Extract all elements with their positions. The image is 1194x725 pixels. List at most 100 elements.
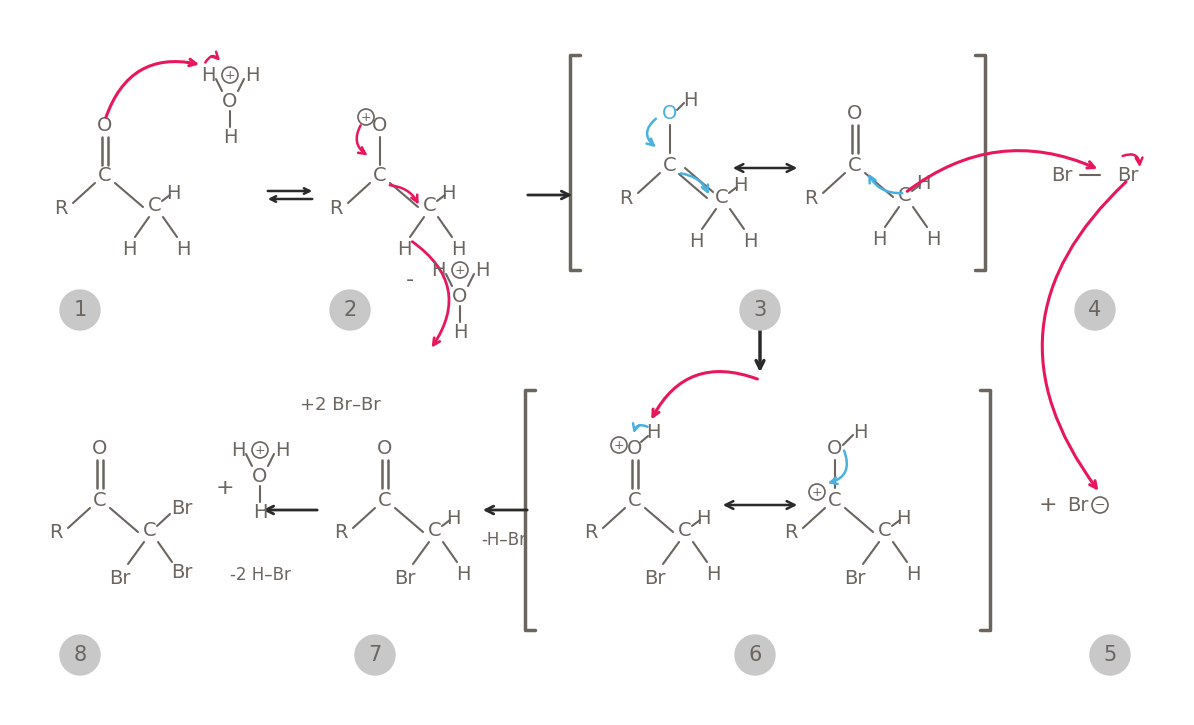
Text: R: R: [805, 188, 818, 207]
Text: +: +: [812, 486, 823, 499]
Text: H: H: [223, 128, 238, 146]
Text: Br: Br: [171, 563, 192, 581]
Text: C: C: [93, 491, 106, 510]
Text: 4: 4: [1089, 300, 1102, 320]
Text: H: H: [706, 565, 720, 584]
Circle shape: [355, 635, 395, 675]
Text: +: +: [361, 110, 371, 123]
Text: C: C: [879, 521, 892, 539]
Text: H: H: [441, 183, 455, 202]
Text: H: H: [733, 175, 747, 194]
Text: Br: Br: [109, 568, 131, 587]
Text: Br: Br: [645, 568, 666, 587]
Text: Br: Br: [844, 568, 866, 587]
Text: O: O: [663, 104, 678, 123]
Text: H: H: [445, 508, 460, 528]
Text: H: H: [925, 230, 940, 249]
Text: −: −: [1095, 499, 1106, 512]
Text: +: +: [1039, 495, 1058, 515]
Text: 1: 1: [73, 300, 87, 320]
Text: H: H: [176, 239, 190, 259]
Text: C: C: [143, 521, 156, 539]
Text: H: H: [201, 65, 215, 85]
Circle shape: [1075, 290, 1115, 330]
Text: C: C: [628, 491, 642, 510]
Text: R: R: [54, 199, 68, 217]
Text: H: H: [245, 65, 259, 85]
Text: H: H: [451, 239, 466, 259]
Circle shape: [736, 635, 775, 675]
Text: R: R: [584, 523, 598, 542]
Text: C: C: [148, 196, 162, 215]
Text: H: H: [743, 231, 757, 251]
Text: O: O: [222, 91, 238, 110]
Text: H: H: [475, 260, 490, 280]
Text: C: C: [829, 491, 842, 510]
Text: H: H: [122, 239, 136, 259]
Text: O: O: [453, 286, 468, 305]
Text: H: H: [872, 230, 886, 249]
Text: O: O: [848, 104, 863, 123]
Text: Br: Br: [171, 499, 192, 518]
Text: C: C: [98, 165, 112, 184]
Text: H: H: [696, 508, 710, 528]
Circle shape: [1090, 635, 1130, 675]
Text: Br: Br: [1051, 165, 1072, 184]
Text: O: O: [827, 439, 843, 457]
Text: H: H: [230, 441, 245, 460]
Text: H: H: [906, 565, 921, 584]
Text: C: C: [715, 188, 728, 207]
Text: C: C: [378, 491, 392, 510]
Circle shape: [330, 290, 370, 330]
Circle shape: [740, 290, 780, 330]
Text: +: +: [216, 478, 234, 498]
Text: -: -: [406, 270, 414, 290]
Text: -2 H–Br: -2 H–Br: [229, 566, 290, 584]
Text: 2: 2: [344, 300, 357, 320]
Text: Br: Br: [1067, 495, 1089, 515]
Text: H: H: [896, 508, 910, 528]
Text: -H–Br: -H–Br: [481, 531, 527, 549]
Text: R: R: [334, 523, 347, 542]
Text: +: +: [614, 439, 624, 452]
Text: H: H: [396, 239, 411, 259]
Text: O: O: [92, 439, 107, 457]
Text: H: H: [456, 565, 470, 584]
Text: C: C: [663, 155, 677, 175]
Text: H: H: [853, 423, 867, 442]
Text: O: O: [377, 439, 393, 457]
Text: H: H: [166, 183, 180, 202]
Text: 5: 5: [1103, 645, 1116, 665]
Text: C: C: [678, 521, 691, 539]
Text: C: C: [898, 186, 912, 204]
Text: R: R: [620, 188, 633, 207]
Text: +: +: [254, 444, 265, 457]
Text: 7: 7: [369, 645, 382, 665]
Text: H: H: [275, 441, 289, 460]
Text: 3: 3: [753, 300, 767, 320]
Text: +2 Br–Br: +2 Br–Br: [300, 396, 381, 414]
Text: R: R: [784, 523, 798, 542]
Text: O: O: [98, 115, 112, 135]
Text: H: H: [683, 91, 697, 109]
Text: Br: Br: [1118, 165, 1139, 184]
Circle shape: [60, 635, 100, 675]
Text: C: C: [374, 165, 387, 184]
Text: H: H: [916, 173, 930, 193]
Text: R: R: [330, 199, 343, 217]
Text: C: C: [423, 196, 437, 215]
Circle shape: [60, 290, 100, 330]
Text: O: O: [627, 439, 642, 457]
Text: 6: 6: [749, 645, 762, 665]
Text: H: H: [453, 323, 467, 341]
Text: H: H: [689, 231, 703, 251]
Text: H: H: [431, 260, 445, 280]
Text: R: R: [49, 523, 63, 542]
Text: C: C: [429, 521, 442, 539]
Text: 8: 8: [74, 645, 86, 665]
Text: H: H: [253, 502, 267, 521]
Text: C: C: [848, 155, 862, 175]
Text: O: O: [252, 466, 267, 486]
Text: +: +: [455, 263, 466, 276]
Text: H: H: [646, 423, 660, 442]
